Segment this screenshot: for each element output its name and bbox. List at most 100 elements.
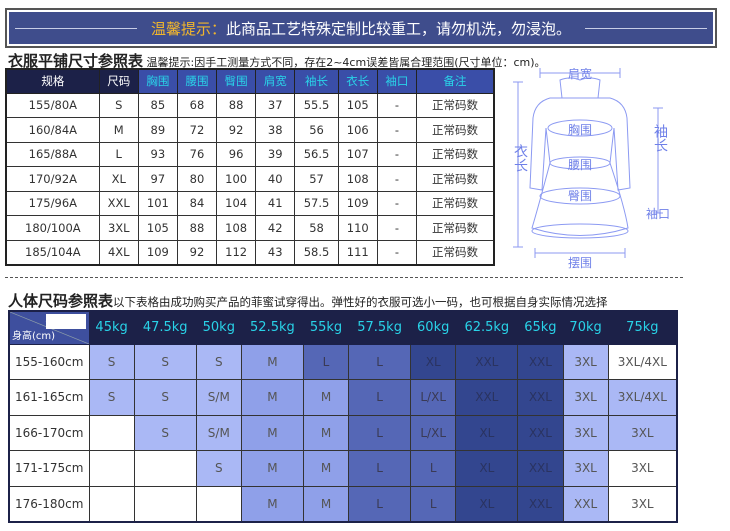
table-row: 155-160cm S S S M L L XL XXL XXL 3XL 3XL/4XL xyxy=(8,343,678,380)
size-cell: XXL xyxy=(517,450,564,487)
table-cell: 180/100A xyxy=(5,215,100,241)
table-row: 180/100A 3XL 105 88 108 42 58 110- 正常码数 xyxy=(5,215,495,241)
table-cell: L xyxy=(98,141,139,167)
weight-header: 70kg xyxy=(562,310,609,345)
body-table-note: 以下表格由成功购买产品的菲蜜试穿得出。弹性好的衣服可选小一码，也可根据自身实际情… xyxy=(113,295,608,309)
size-cell xyxy=(88,485,135,522)
size-cell: 3XL xyxy=(562,414,609,451)
table-cell: 93 xyxy=(137,141,178,167)
table-cell: 108 xyxy=(337,166,378,192)
table-cell: 38 xyxy=(255,117,296,143)
table-cell: - xyxy=(376,215,417,241)
table-cell: 42 xyxy=(255,215,296,241)
height-cell: 171-175cm xyxy=(8,450,90,487)
size-cell: 3XL xyxy=(562,343,609,380)
column-header: 备注 xyxy=(415,68,495,94)
divider xyxy=(585,27,707,29)
column-header: 肩宽 xyxy=(255,68,296,94)
table-cell: 105 xyxy=(337,92,378,118)
size-cell: L xyxy=(410,450,457,487)
size-cell: XXL xyxy=(517,414,564,451)
table-row: 160/84A M 89 72 92 38 56 106- 正常码数 xyxy=(5,117,495,143)
table-cell: 58.5 xyxy=(294,239,339,265)
table-cell: 72 xyxy=(176,117,218,143)
size-cell xyxy=(195,485,242,522)
label-waist: 腰围 xyxy=(568,158,592,172)
table-row: 165/88A L 93 76 96 39 56.5 107- 正常码数 xyxy=(5,141,495,167)
label-shoulder: 肩宽 xyxy=(568,68,592,81)
size-cell: S xyxy=(195,450,242,487)
size-cell: M xyxy=(240,379,304,416)
table-row: 185/104A 4XL 109 92 112 43 58.5 111- 正常码数 xyxy=(5,239,495,265)
table-cell: - xyxy=(376,166,417,192)
table-row: 176-180cm M M L L XL XXL XXL 3XL xyxy=(8,485,678,522)
table-cell: 105 xyxy=(137,215,178,241)
notice-text: 此商品工艺特殊定制比较重工，请勿机洗，勿浸泡。 xyxy=(226,19,572,38)
table-cell: 175/96A xyxy=(5,190,100,216)
flat-table-note: 温馨提示:因手工测量方式不同，存在2~4cm误差皆属合理范围(尺寸单位：cm)。 xyxy=(146,56,546,69)
corner-header: 体重(kg) 身高(cm) xyxy=(8,310,90,345)
size-cell: XXL xyxy=(455,343,519,380)
size-cell: M xyxy=(240,485,304,522)
label-chest: 胸围 xyxy=(568,122,592,137)
size-cell: L xyxy=(410,485,457,522)
table-cell: 正常码数 xyxy=(415,141,495,167)
size-cell: S xyxy=(195,343,242,380)
body-size-table: 体重(kg) 身高(cm) 45kg 47.5kg 50kg 52.5kg 55kg 57.5… xyxy=(8,310,678,523)
size-cell: 3XL xyxy=(607,485,678,522)
table-cell: 170/92A xyxy=(5,166,100,192)
size-cell: L xyxy=(348,379,412,416)
table-cell: 56.5 xyxy=(294,141,339,167)
table-cell: 正常码数 xyxy=(415,215,495,241)
table-cell: 正常码数 xyxy=(415,166,495,192)
size-cell: L xyxy=(348,485,412,522)
table-row: 161-165cm S S S/M M M L L/XL XXL XXL 3XL 3XL/4XL xyxy=(8,379,678,416)
table-cell: 110 xyxy=(337,215,378,241)
table-cell: 165/88A xyxy=(5,141,100,167)
table-cell: 160/84A xyxy=(5,117,100,143)
table-cell: XXL xyxy=(98,190,139,216)
size-cell: M xyxy=(240,343,304,380)
size-cell xyxy=(88,450,135,487)
size-cell: XL xyxy=(410,343,457,380)
table-cell: 97 xyxy=(137,166,178,192)
table-cell: 正常码数 xyxy=(415,117,495,143)
table-row: 171-175cm S M M L L XL XXL 3XL 3XL xyxy=(8,450,678,487)
dress-outline-icon xyxy=(513,68,663,258)
size-cell: L xyxy=(302,343,350,380)
weight-header: 75kg xyxy=(607,310,678,345)
table-cell: 57 xyxy=(294,166,339,192)
table-cell: 92 xyxy=(216,117,257,143)
label-cuff: 袖口 xyxy=(646,206,670,221)
size-cell: S xyxy=(133,414,197,451)
size-cell: L xyxy=(348,343,412,380)
flat-size-table: 规格 尺码 胸围 腰围 臀围 肩宽 袖长 衣长 袖口 备注 155/80A S 85 68 88 37 55.5… xyxy=(5,68,495,266)
size-cell: S/M xyxy=(195,379,242,416)
weight-header: 52.5kg xyxy=(240,310,304,345)
table-cell: 55.5 xyxy=(294,92,339,118)
size-cell xyxy=(133,450,197,487)
weight-header: 60kg xyxy=(410,310,457,345)
size-cell: S xyxy=(133,343,197,380)
table-cell: 41 xyxy=(255,190,296,216)
body-table-heading: 人体尺码参照表以下表格由成功购买产品的菲蜜试穿得出。弹性好的衣服可选小一码，也可… xyxy=(8,290,608,311)
height-cell: 166-170cm xyxy=(8,414,90,451)
column-header: 袖长 xyxy=(294,68,339,94)
weight-header: 45kg xyxy=(88,310,135,345)
size-cell: S xyxy=(88,379,135,416)
table-cell: 108 xyxy=(216,215,257,241)
table-cell: 43 xyxy=(255,239,296,265)
table-cell: 85 xyxy=(137,92,178,118)
size-cell: XXL xyxy=(517,485,564,522)
table-cell: 4XL xyxy=(98,239,139,265)
table-cell: - xyxy=(376,239,417,265)
table-row: 175/96A XXL 101 84 104 41 57.5 109- 正常码数 xyxy=(5,190,495,216)
table-cell: 37 xyxy=(255,92,296,118)
size-cell: XXL xyxy=(562,485,609,522)
table-cell: 39 xyxy=(255,141,296,167)
table-cell: M xyxy=(98,117,139,143)
table-cell: 68 xyxy=(176,92,218,118)
weight-header: 50kg xyxy=(195,310,242,345)
size-cell: M xyxy=(302,414,350,451)
table-cell: 92 xyxy=(176,239,218,265)
